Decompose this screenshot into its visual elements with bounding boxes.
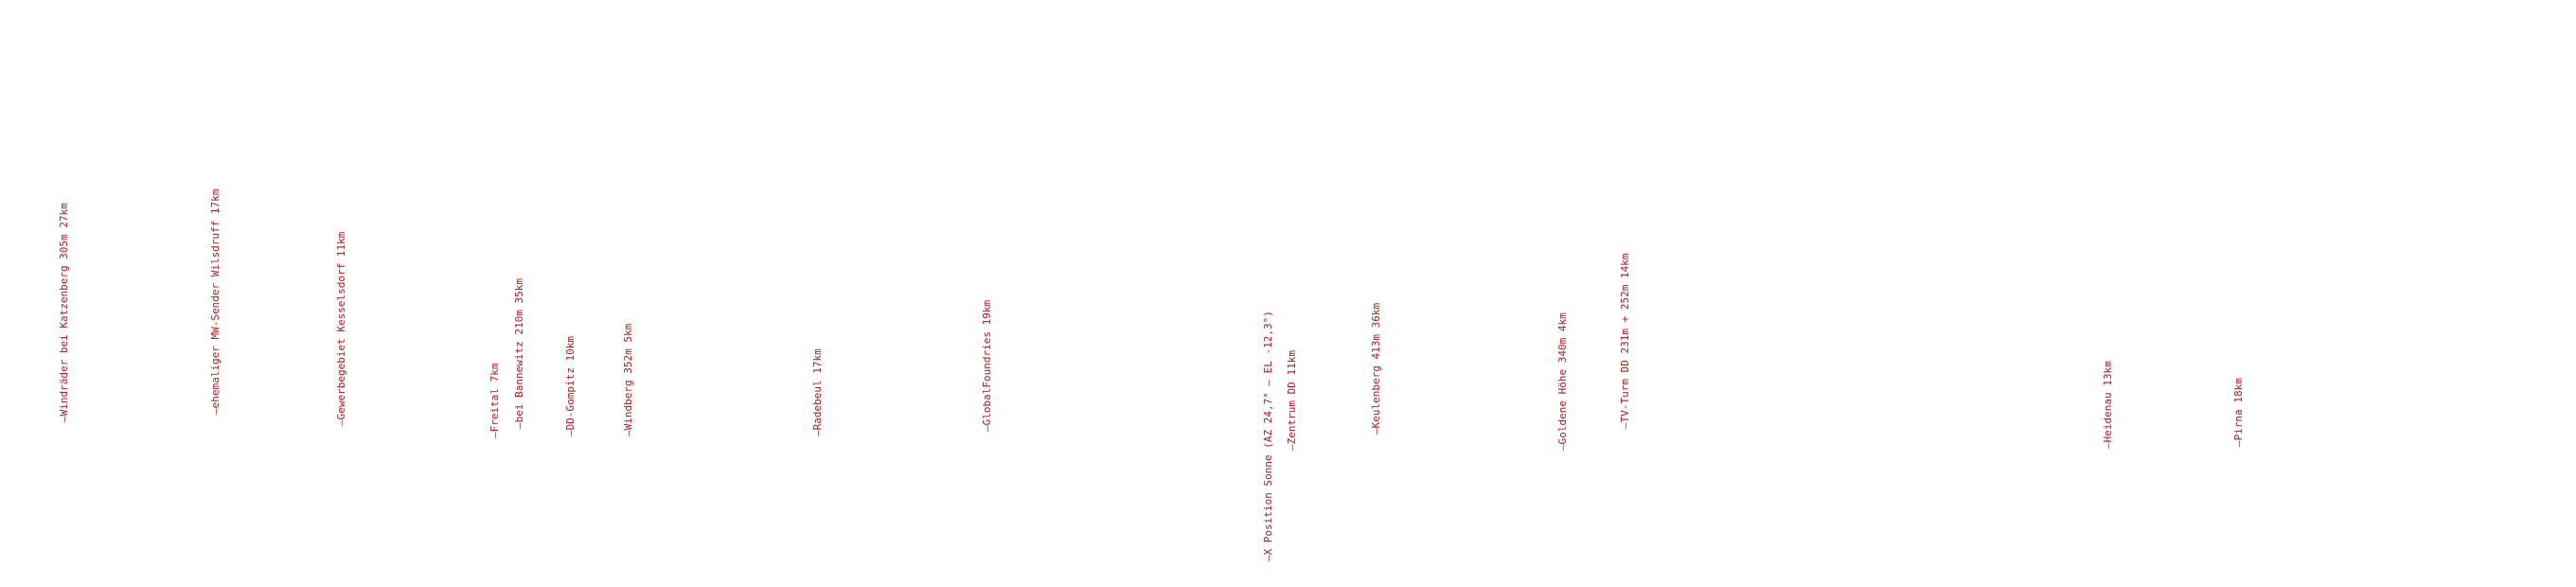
marker-pirna: —Pirna 18km	[2232, 378, 2245, 447]
marker-goldene-hoehe: —Goldene Höhe 340m 4km	[1556, 312, 1569, 451]
marker-mw-sender-wilsdruff: —ehemaliger MW-Sender Wilsdruff 17km	[209, 188, 222, 415]
marker-radebeul: —Radebeul 17km	[811, 348, 824, 436]
marker-tv-turm-dd: —TV-Turm DD 231m + 252m 14km	[1619, 253, 1631, 429]
marker-keulenberg: —Keulenberg 413m 36km	[1370, 302, 1382, 435]
marker-bannewitz: —bei Bannewitz 210m 35km	[513, 278, 525, 429]
marker-gewerbegebiet-kesselsdorf: —Gewerbegebiet Kesselsdorf 11km	[335, 231, 347, 426]
marker-dd-gompitz: —DD-Gompitz 10km	[564, 336, 577, 436]
marker-heidenau: —Heidenau 13km	[2102, 361, 2114, 449]
marker-freital: —Freital 7km	[489, 363, 501, 438]
marker-windberg: —Windberg 352m 5km	[622, 323, 634, 436]
marker-zentrum-dd: —Zentrum DD 11km	[1286, 350, 1298, 451]
marker-globalfoundries: —GlobalFoundries 19km	[981, 299, 993, 432]
marker-position-sonne: —X Position Sonne (AZ 24,7° – EL -12,3°)	[1262, 311, 1274, 561]
marker-windraeder-katzenberg: —Windräder bei Katzenberg 305m 27km	[58, 203, 70, 422]
